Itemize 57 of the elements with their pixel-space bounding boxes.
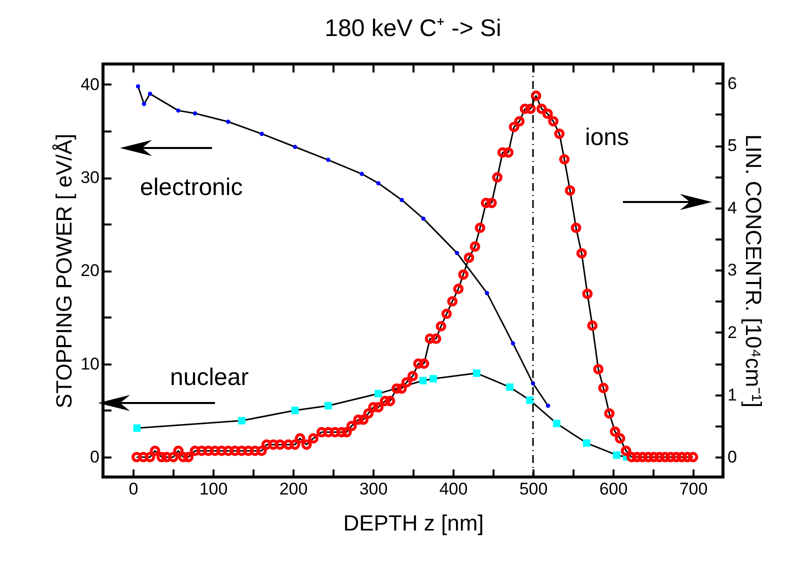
x-tick-label: 0 [128,480,138,498]
x-tick-label: 700 [679,480,708,498]
point [326,158,330,162]
y-tick-label: 40 [80,74,100,94]
point [612,451,620,459]
point [260,132,264,136]
y2-tick-label: 2 [728,322,737,342]
y2-axis-title: LIN. CONCENTR. [10⁴cm⁻¹] [740,134,766,408]
series-label: ions [585,124,630,151]
y-tick-label: 0 [90,447,100,466]
point [376,181,380,186]
point [526,396,534,404]
point [148,92,152,96]
y-tick-label: 20 [80,261,100,280]
point [506,383,514,391]
y-tick-label: 10 [80,354,100,374]
y-axis-title: STOPPING POWER [ eV/Å] [52,134,77,408]
y2-tick-label: 5 [728,136,737,156]
chart-title: 180 keV C⁺ -> Si [324,15,502,42]
point [142,102,146,106]
point [400,198,404,202]
point [324,402,332,410]
point [360,172,364,176]
point [419,376,427,384]
x-tick-label: 600 [599,480,628,498]
series-label: nuclear [170,364,249,391]
point [472,369,480,377]
point [421,216,426,221]
y2-tick-label: 3 [728,260,737,280]
x-tick-label: 400 [439,480,468,498]
point [226,120,230,124]
x-tick-label: 200 [279,480,308,498]
point [552,420,560,428]
point [484,290,490,296]
y-tick-label: 30 [80,168,100,188]
point [582,439,590,447]
y2-tick-label: 4 [728,198,737,218]
point [510,341,516,346]
y2-tick-label: 0 [728,448,737,467]
point [292,144,298,149]
point [291,406,299,414]
point [192,111,198,116]
y2-tick-label: 1 [728,385,737,404]
point [176,108,180,113]
point [374,390,382,398]
legend-label: electronic [140,174,243,201]
point [136,84,140,88]
x-tick-label: 500 [519,480,548,498]
x-tick-label: 300 [359,480,388,498]
point [454,250,460,256]
point [133,424,141,432]
point [430,375,438,382]
y2-tick-label: 6 [728,74,737,93]
x-tick-label: 100 [199,480,228,498]
x-axis-title: DEPTH z [nm] [343,510,484,536]
point [238,416,246,424]
point [546,404,550,408]
